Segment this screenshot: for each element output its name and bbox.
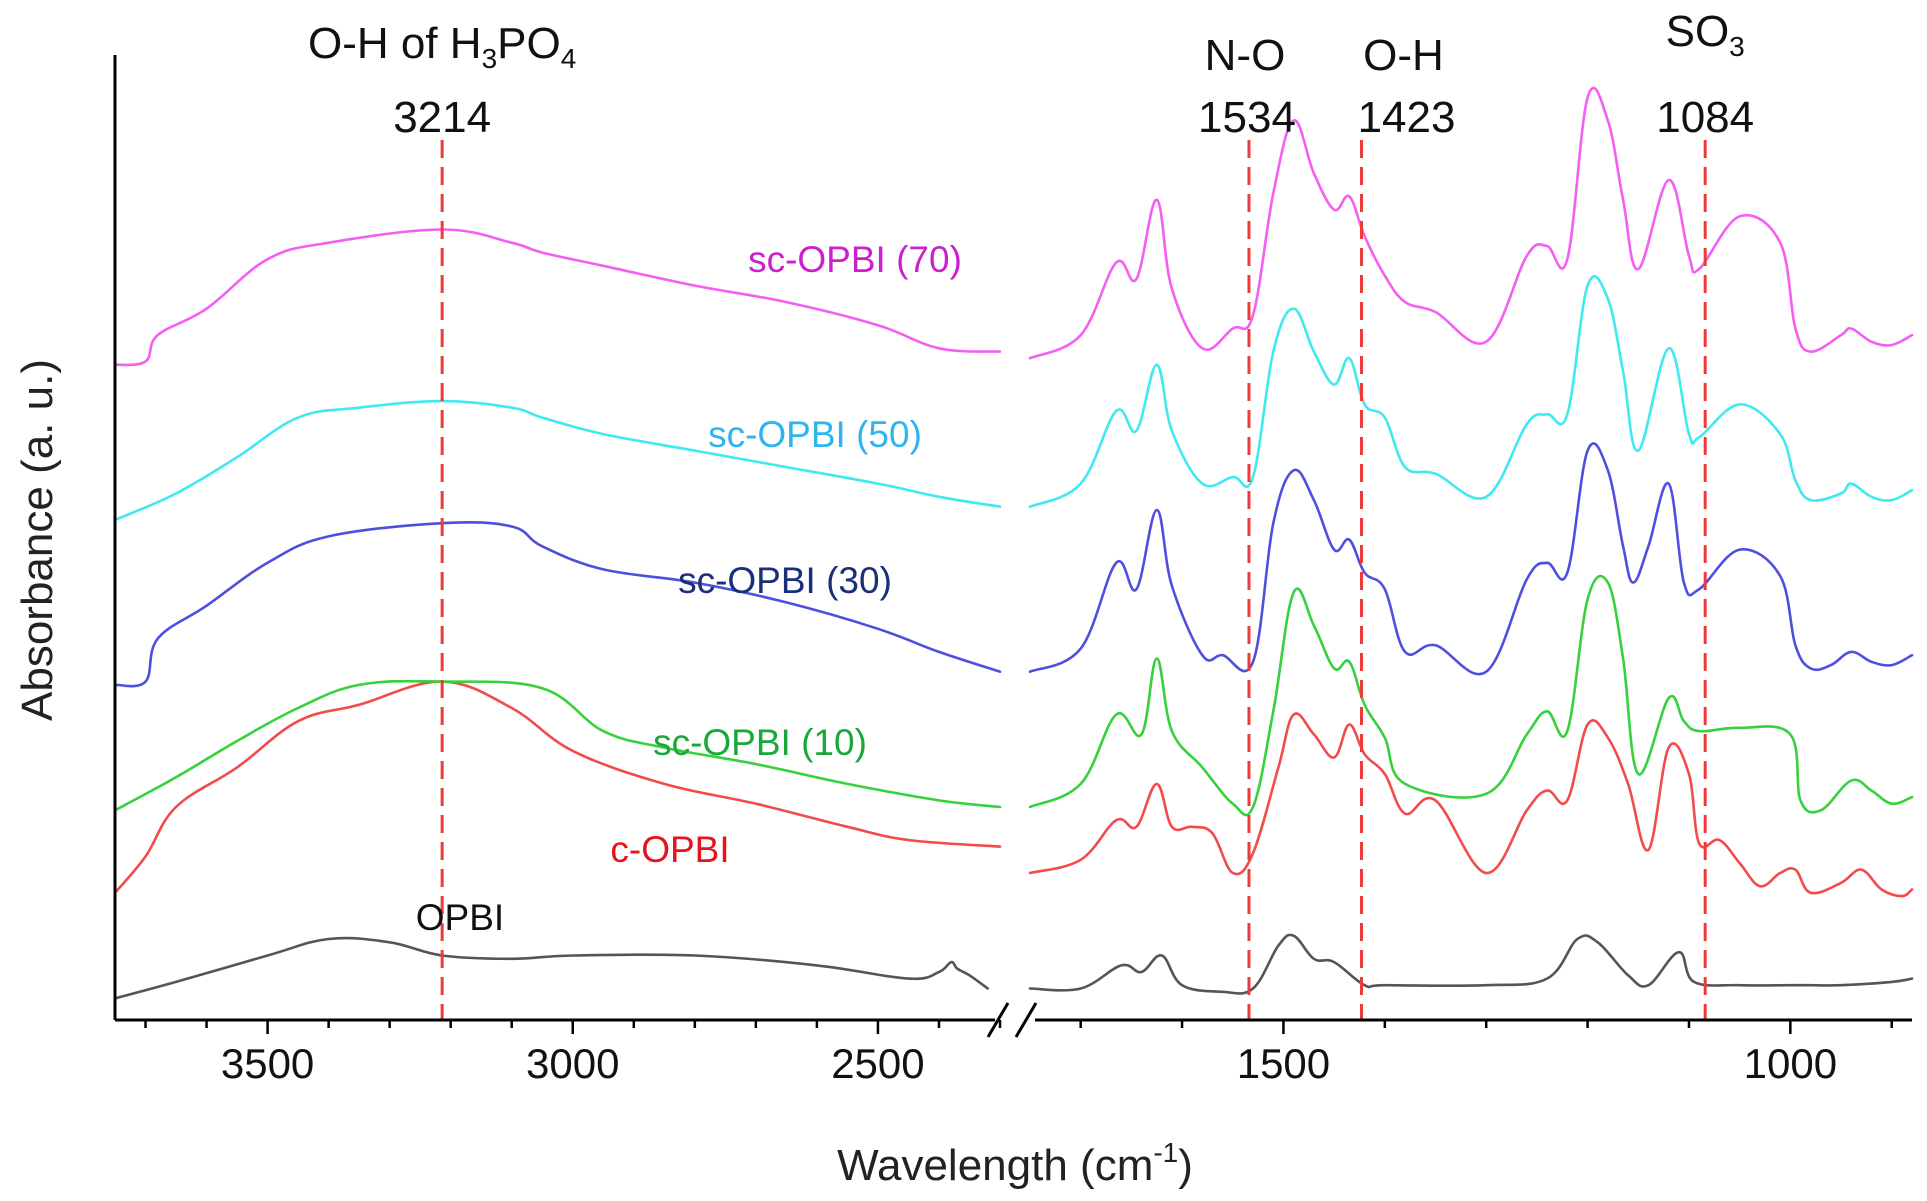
spectrum-line-sc-opbi-50-left: [113, 399, 1002, 522]
spectrum-line-sc-opbi-10-left: [113, 679, 1002, 812]
marker-label-o-h: O-H: [1363, 31, 1444, 80]
marker-value-3214: 3214: [393, 93, 491, 142]
marker-value-1534: 1534: [1198, 93, 1296, 142]
x-tick-label: 3000: [526, 1040, 619, 1087]
series-label-sc-opbi-30: sc-OPBI (30): [678, 560, 892, 601]
marker-value-1084: 1084: [1656, 93, 1754, 142]
marker-label-h3po4: O-H of H3PO4: [308, 19, 576, 74]
axes-group: 3500 3000 2500 1500 1000 Wavelength (cm-1) Abs…: [13, 55, 1912, 1190]
spectrum-line-sc-opbi-10-right: [1028, 574, 1914, 817]
spectrum-line-c-opbi-left: [113, 680, 1002, 895]
marker-value-1423: 1423: [1358, 93, 1456, 142]
marker-lines-group: [440, 140, 1707, 1020]
spectrum-line-opbi-right: [1028, 933, 1914, 995]
spectrum-line-sc-opbi-70-right: [1028, 86, 1914, 360]
series-label-c-opbi: c-OPBI: [610, 829, 729, 870]
spectrum-line-opbi-left: [113, 936, 990, 1000]
axis-break-mark: [986, 1002, 1010, 1038]
series-label-opbi: OPBI: [416, 897, 504, 938]
x-tick-label: 1000: [1744, 1040, 1837, 1087]
x-tick-label: 3500: [221, 1040, 314, 1087]
spectrum-line-sc-opbi-30-left: [113, 521, 1002, 688]
spectrum-line-sc-opbi-30-right: [1028, 442, 1914, 676]
series-group: [113, 86, 1914, 1000]
marker-label-n-o: N-O: [1205, 31, 1286, 80]
x-tick-label: 1500: [1237, 1040, 1330, 1087]
spectrum-line-sc-opbi-50-right: [1028, 275, 1914, 508]
marker-label-so: SO3: [1666, 7, 1745, 62]
series-label-sc-opbi-10: sc-OPBI (10): [653, 722, 867, 763]
labels-group: OPBI c-OPBI sc-OPBI (10) sc-OPBI (30) sc-OPB…: [308, 7, 1754, 938]
x-axis-title: Wavelength (cm-1): [837, 1137, 1193, 1190]
series-label-sc-opbi-50: sc-OPBI (50): [708, 414, 922, 455]
y-axis-title: Absorbance (a. u.): [13, 359, 62, 721]
x-tick-label: 2500: [831, 1040, 924, 1087]
spectrum-line-c-opbi-right: [1028, 712, 1914, 898]
series-label-sc-opbi-70: sc-OPBI (70): [748, 239, 962, 280]
spectrum-line-sc-opbi-70-left: [113, 228, 1002, 367]
axis-break-mark: [1014, 1002, 1038, 1038]
